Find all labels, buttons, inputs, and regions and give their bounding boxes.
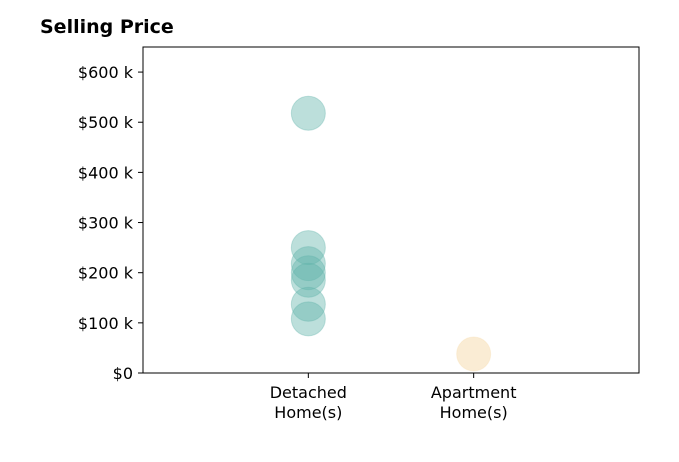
y-tick-label: $400 k xyxy=(78,163,134,182)
data-point xyxy=(456,336,492,372)
x-tick-label: Apartment Home(s) xyxy=(431,383,517,422)
data-point xyxy=(290,246,326,282)
data-point xyxy=(290,255,326,291)
points-layer xyxy=(290,95,492,372)
y-tick-label: $600 k xyxy=(78,63,134,82)
data-point xyxy=(290,301,326,337)
y-tick-label: $100 k xyxy=(78,314,134,333)
y-tick-label: $200 k xyxy=(78,264,134,283)
data-point xyxy=(290,262,326,298)
x-axis: Detached Home(s) Apartment Home(s) xyxy=(270,373,517,422)
y-tick-label: $300 k xyxy=(78,214,134,233)
data-point xyxy=(290,95,326,131)
data-point xyxy=(290,286,326,322)
y-tick-label: $500 k xyxy=(78,113,134,132)
chart-title: Selling Price xyxy=(40,16,174,38)
plot-frame xyxy=(142,46,640,374)
x-tick-label: Detached Home(s) xyxy=(270,383,347,422)
y-axis: $0 $100 k $200 k $300 k $400 k $500 k $600 k xyxy=(78,63,143,383)
y-tick-label: $0 xyxy=(113,364,133,383)
data-point xyxy=(290,230,326,266)
